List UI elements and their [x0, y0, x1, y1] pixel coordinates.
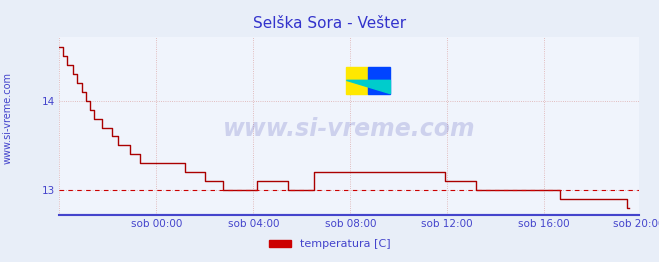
Polygon shape [347, 80, 390, 94]
Text: www.si-vreme.com: www.si-vreme.com [223, 117, 476, 141]
Bar [368, 67, 390, 94]
Legend: temperatura [C]: temperatura [C] [264, 235, 395, 254]
Bar [347, 67, 368, 94]
Text: www.si-vreme.com: www.si-vreme.com [3, 72, 13, 164]
Text: Selška Sora - Vešter: Selška Sora - Vešter [253, 16, 406, 31]
